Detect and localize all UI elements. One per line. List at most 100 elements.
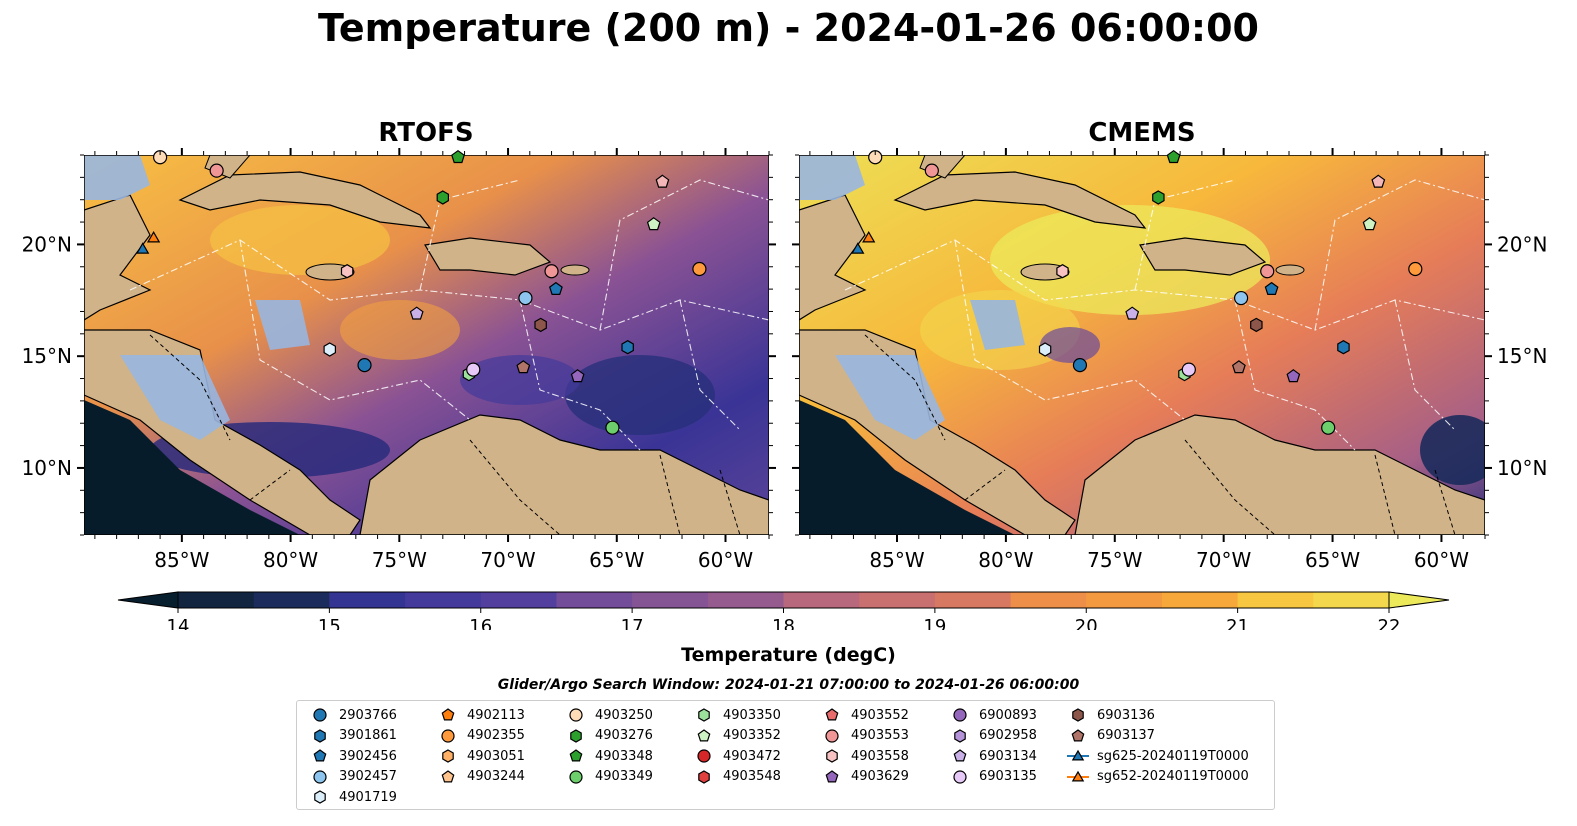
colorbar-tick-label: 18	[772, 616, 795, 630]
observation-marker	[1233, 290, 1249, 306]
panel-title-rtofs: RTOFS	[378, 118, 474, 148]
pentagon-marker-icon	[441, 769, 455, 782]
legend-label: 4903629	[851, 769, 909, 784]
lon-tick-label: 70°W	[1196, 548, 1251, 572]
legend-label: 4903552	[851, 707, 909, 723]
observation-marker	[1152, 190, 1165, 205]
observation-marker	[692, 261, 707, 277]
observation-marker	[518, 290, 533, 306]
colorbar-bin	[707, 592, 784, 608]
legend-entry: 6903134	[949, 746, 1037, 766]
colorbar-bin	[1237, 592, 1314, 608]
panel-title-cmems: CMEMS	[1088, 118, 1196, 148]
colorbar-tick-label: 22	[1378, 616, 1401, 630]
legend-label: 3901861	[339, 728, 397, 743]
observation-marker	[534, 317, 547, 333]
legend-entry: 4903553	[821, 726, 909, 746]
pentagon-marker-icon	[1071, 728, 1085, 741]
lon-tick-label: 80°W	[263, 548, 318, 572]
colorbar-bin	[480, 592, 557, 608]
legend-entry: 4903548	[693, 767, 781, 787]
observation-marker	[851, 242, 865, 254]
shelf-region	[970, 300, 1025, 350]
legend-label: 6903134	[979, 748, 1037, 764]
map-panel-rtofs	[84, 155, 769, 535]
legend-entry: 2903766	[309, 705, 397, 725]
shelf-region	[799, 155, 865, 200]
circle-marker-icon	[313, 769, 327, 784]
circle-marker-icon	[697, 749, 711, 763]
circle-marker-icon	[569, 769, 583, 784]
colorbar-label: Temperature (degC)	[681, 644, 896, 666]
lon-tick-label: 75°W	[1087, 548, 1142, 572]
cold-anomaly	[460, 355, 580, 405]
legend-entry: 4903276	[565, 726, 653, 746]
hexagon-marker-icon	[698, 708, 710, 722]
colorbar-tick-label: 17	[621, 616, 644, 630]
axis-ticks: 85°W 80°W 75°W 70°W 65°W 60°W 20°N 15°N 10°N 85°W…	[22, 148, 1547, 572]
legend-entry: 4903348	[565, 746, 653, 766]
observation-marker	[548, 281, 563, 295]
observation-marker	[357, 358, 372, 373]
lon-tick-label: 85°W	[154, 548, 209, 572]
legend-entry: sg625-20240119T0000	[1067, 746, 1249, 766]
observation-marker	[1264, 281, 1279, 295]
observation-marker	[1321, 420, 1336, 435]
colorbar-tick-label: 21	[1226, 616, 1249, 630]
observation-marker	[1408, 261, 1423, 277]
pentagon-marker-icon	[441, 708, 455, 721]
observation-marker	[544, 264, 559, 279]
observation-marker	[1166, 149, 1181, 164]
lon-tick-label: 80°W	[978, 548, 1033, 572]
colorbar-bin	[1313, 592, 1390, 608]
map-figure: 85°W 80°W 75°W 70°W 65°W 60°W 20°N 15°N 10°N 85°W…	[22, 148, 1547, 572]
observation-marker	[209, 163, 224, 178]
observation-marker	[655, 174, 670, 188]
legend-entry: 4903051	[437, 746, 525, 766]
observation-marker	[1125, 306, 1140, 320]
legend-entry: 4903472	[693, 746, 781, 766]
legend-label: 3902456	[339, 748, 397, 764]
figure-title: Temperature (200 m) - 2024-01-26 06:00:0…	[317, 6, 1259, 50]
colorbar-bin	[253, 592, 330, 608]
observation-marker	[1181, 362, 1196, 377]
observation-marker	[924, 163, 939, 178]
country-borders	[864, 334, 1456, 535]
legend-entry: 4903349	[565, 767, 653, 787]
legend-label: 6902958	[979, 728, 1037, 743]
colorbar-tick-label: 14	[167, 616, 190, 630]
circle-marker-icon	[441, 728, 455, 743]
colorbar-bin	[556, 592, 633, 608]
pentagon-marker-icon	[569, 749, 583, 762]
observation-marker	[136, 242, 150, 254]
south-america-land	[1074, 414, 1485, 535]
pentagon-marker-icon	[697, 728, 711, 741]
legend-label: 4903051	[467, 748, 525, 764]
observation-marker	[451, 149, 465, 164]
legend-label: 4901719	[339, 789, 397, 805]
legend-label: 6903137	[1097, 728, 1155, 743]
legend-label: 4903352	[723, 728, 781, 743]
legend-label: 4903472	[723, 748, 781, 764]
observation-marker	[1362, 217, 1377, 231]
observation-marker	[621, 340, 634, 355]
legend-entry: 3901861	[309, 726, 397, 746]
legend-entry: 4903350	[693, 705, 781, 725]
lon-tick-label: 65°W	[1305, 548, 1360, 572]
circle-marker-icon	[825, 728, 839, 743]
observation-markers-rtofs	[136, 149, 707, 435]
warm-anomaly	[340, 300, 460, 360]
hexagon-marker-icon	[954, 728, 966, 743]
legend-label: 4902113	[467, 707, 525, 723]
observation-marker	[1056, 264, 1069, 279]
colorbar-tick-label: 20	[1075, 616, 1098, 630]
colorbar-bin	[934, 592, 1012, 608]
hexagon-marker-icon	[698, 769, 710, 784]
observation-marker	[146, 230, 161, 243]
legend-label: 2903766	[339, 707, 397, 723]
observation-marker	[570, 369, 585, 383]
triangle-line-marker-icon	[1067, 749, 1089, 761]
search-window-caption: Glider/Argo Search Window: 2024-01-21 07…	[497, 677, 1080, 693]
cuba-land	[893, 171, 1147, 229]
colorbar-tick-label: 16	[469, 616, 492, 630]
